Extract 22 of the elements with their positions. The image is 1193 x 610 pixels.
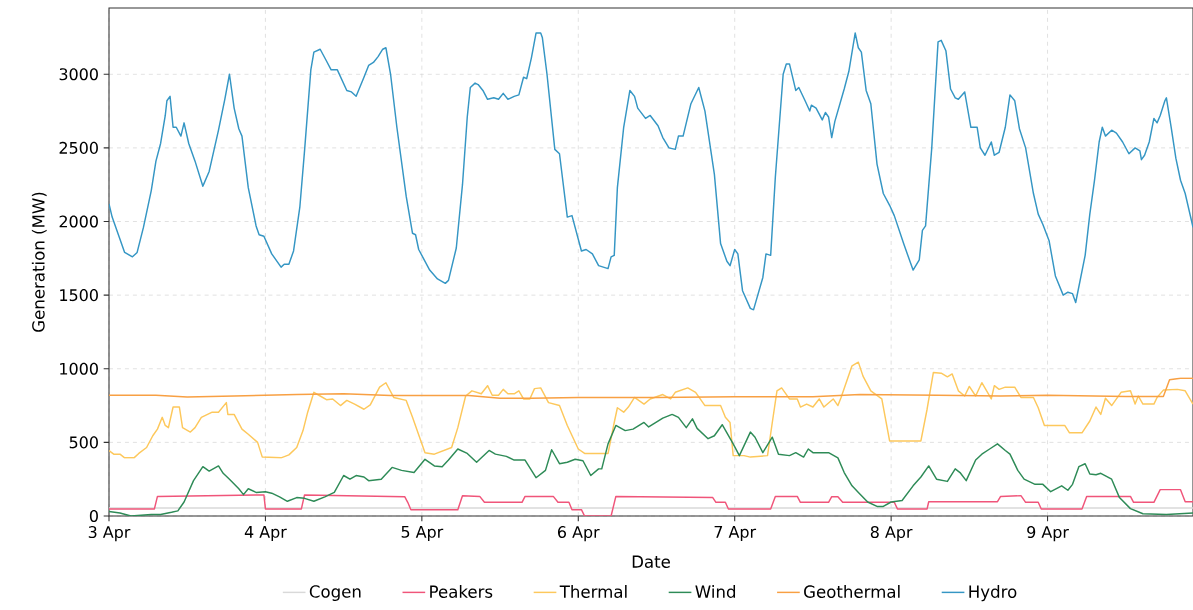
- y-tick-label: 0: [89, 509, 98, 523]
- x-tick-label: 3 Apr: [88, 526, 131, 542]
- x-tick-label: 5 Apr: [401, 526, 444, 541]
- x-tick-label: 6 Apr: [557, 526, 600, 542]
- y-tick-label: 500: [69, 436, 98, 449]
- x-axis-title: Date: [632, 555, 670, 568]
- legend-label: Hydro: [969, 585, 1017, 602]
- legend-label: Wind: [695, 585, 736, 598]
- y-tick-label: 1500: [60, 289, 98, 302]
- y-tick-label: 2500: [59, 141, 98, 154]
- y-tick-label: 3000: [59, 68, 98, 81]
- legend-label: Cogen: [309, 585, 361, 602]
- legend-label: Peakers: [430, 585, 493, 598]
- legend-label: Geothermal: [804, 585, 900, 598]
- y-tick-label: 1000: [60, 362, 98, 375]
- y-axis-title: Generation (MW): [31, 192, 47, 332]
- x-tick-label: 9 Apr: [1027, 526, 1069, 542]
- x-tick-label: 8 Apr: [870, 526, 913, 542]
- x-tick-label: 4 Apr: [244, 526, 287, 541]
- legend-label: Thermal: [559, 585, 627, 598]
- x-tick-label: 7 Apr: [714, 526, 757, 541]
- y-tick-label: 2000: [59, 215, 98, 228]
